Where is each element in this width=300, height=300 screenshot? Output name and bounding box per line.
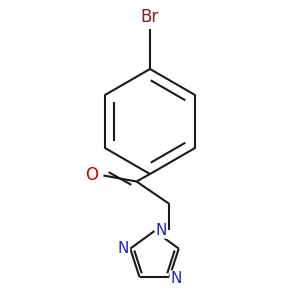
Text: Br: Br xyxy=(141,8,159,26)
Text: O: O xyxy=(85,167,98,184)
Text: N: N xyxy=(118,241,129,256)
Text: N: N xyxy=(155,223,167,238)
Text: N: N xyxy=(170,271,182,286)
